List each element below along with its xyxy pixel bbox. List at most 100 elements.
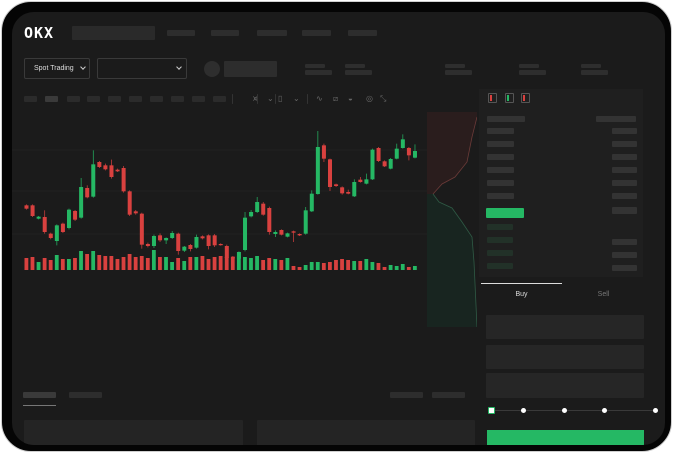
orders-filter[interactable] <box>390 392 423 398</box>
candle-body <box>115 169 120 172</box>
volume-bar <box>48 260 53 270</box>
candle-body <box>243 217 248 250</box>
candle-body <box>109 165 114 177</box>
volume-bar <box>249 258 253 270</box>
nav-item[interactable] <box>348 30 377 36</box>
candle-body <box>42 217 47 232</box>
volume-bar <box>297 267 302 270</box>
settings-icon[interactable]: ◎ <box>366 94 373 103</box>
stat-label <box>345 64 365 68</box>
volume-bar <box>334 260 338 270</box>
slider-track <box>490 410 658 411</box>
timeframe-button[interactable] <box>150 96 163 102</box>
orders-tab-open[interactable] <box>23 392 56 398</box>
nav-item[interactable] <box>167 30 195 36</box>
timeframe-button[interactable] <box>87 96 100 102</box>
chevron-down-icon <box>176 64 182 70</box>
depth-asks-line <box>432 116 477 195</box>
timeframe-button[interactable] <box>45 96 58 102</box>
candle-body <box>279 230 284 235</box>
candlestick-chart[interactable] <box>12 110 427 372</box>
volume-bar <box>370 262 375 270</box>
volume-bar <box>206 259 211 270</box>
volume-bar <box>109 256 114 270</box>
timeframe-button[interactable] <box>67 96 80 102</box>
icon-bar <box>490 95 492 101</box>
bid-price <box>487 224 513 230</box>
volume-bar <box>127 254 132 270</box>
total-input[interactable] <box>486 373 644 398</box>
candle-body <box>194 237 199 248</box>
buy-submit-button[interactable] <box>487 430 644 445</box>
screenshot-icon[interactable]: ◒ <box>348 94 353 103</box>
amount-input[interactable] <box>486 345 644 369</box>
order-book-bids-icon[interactable] <box>505 93 514 103</box>
timeframe-button[interactable] <box>24 96 37 102</box>
timeframe-button[interactable] <box>213 96 226 102</box>
nav-item[interactable] <box>257 30 287 36</box>
order-book-header-amount <box>596 116 636 122</box>
logo-text: OKX <box>24 24 55 42</box>
candle-body <box>36 216 41 219</box>
volume-bar <box>382 267 387 270</box>
candle-body <box>321 145 326 159</box>
chart-type-chevron-icon[interactable]: ⌄ <box>293 94 300 103</box>
candle-body <box>346 192 351 194</box>
ask-amount <box>612 167 637 173</box>
timeframe-button[interactable] <box>192 96 205 102</box>
candle-body <box>267 208 272 232</box>
order-book-all-icon[interactable] <box>521 93 530 103</box>
orders-tab-history[interactable] <box>69 392 102 398</box>
ruler-icon[interactable]: ⧄ <box>333 94 339 103</box>
orders-panel-left <box>24 420 243 445</box>
pair-select[interactable] <box>97 58 187 79</box>
volume-bar <box>285 258 290 270</box>
candle-body <box>85 188 90 198</box>
candle-body <box>164 238 169 241</box>
bid-price <box>487 250 513 256</box>
volume-bar <box>145 258 150 270</box>
candle-body <box>79 187 84 218</box>
depth-bids-area <box>427 194 477 327</box>
fullscreen-icon[interactable]: ⤡ <box>380 94 387 103</box>
depth-asks-area <box>427 112 477 194</box>
amount-slider[interactable] <box>488 406 660 416</box>
slider-stop-50[interactable] <box>562 408 567 413</box>
nav-item[interactable] <box>302 30 331 36</box>
volume-bar <box>255 256 259 270</box>
timeframe-button[interactable] <box>108 96 121 102</box>
candle-body <box>60 223 65 232</box>
search-bar[interactable] <box>72 26 155 40</box>
timeframe-button[interactable] <box>129 96 142 102</box>
line-tool-icon[interactable]: ∿ <box>316 94 323 103</box>
stat-label <box>581 64 601 68</box>
nav-item[interactable] <box>211 30 239 36</box>
trade-tab-sell[interactable]: Sell <box>563 283 644 303</box>
slider-stop-100[interactable] <box>653 408 658 413</box>
trade-tab-buy[interactable]: Buy <box>481 283 562 303</box>
icon-bar <box>507 95 509 101</box>
slider-stop-75[interactable] <box>602 408 607 413</box>
bid-price <box>487 263 513 269</box>
indicator-icon[interactable]: ⩙ <box>253 94 258 103</box>
ask-price <box>487 180 514 186</box>
chart-type-icon[interactable]: ▯ <box>278 94 283 103</box>
okx-logo[interactable]: OKX <box>24 24 66 42</box>
timeframe-button[interactable] <box>171 96 184 102</box>
candle-body <box>394 148 399 159</box>
slider-handle[interactable] <box>488 407 495 414</box>
last-price <box>486 208 524 218</box>
candle-body <box>121 168 126 192</box>
candle-body <box>249 212 254 217</box>
orders-filter[interactable] <box>432 392 465 398</box>
price-input[interactable] <box>486 315 644 339</box>
volume-bar <box>200 256 205 270</box>
indicator-settings-icon[interactable]: ⌄ <box>267 94 274 103</box>
candle-body <box>236 252 241 259</box>
depth-bids-line <box>432 193 477 327</box>
volume-bar <box>188 257 193 270</box>
slider-stop-25[interactable] <box>521 408 526 413</box>
order-book-asks-icon[interactable] <box>488 93 497 103</box>
volume-bar <box>388 265 393 270</box>
trading-mode-select[interactable]: Spot Trading <box>24 58 90 79</box>
